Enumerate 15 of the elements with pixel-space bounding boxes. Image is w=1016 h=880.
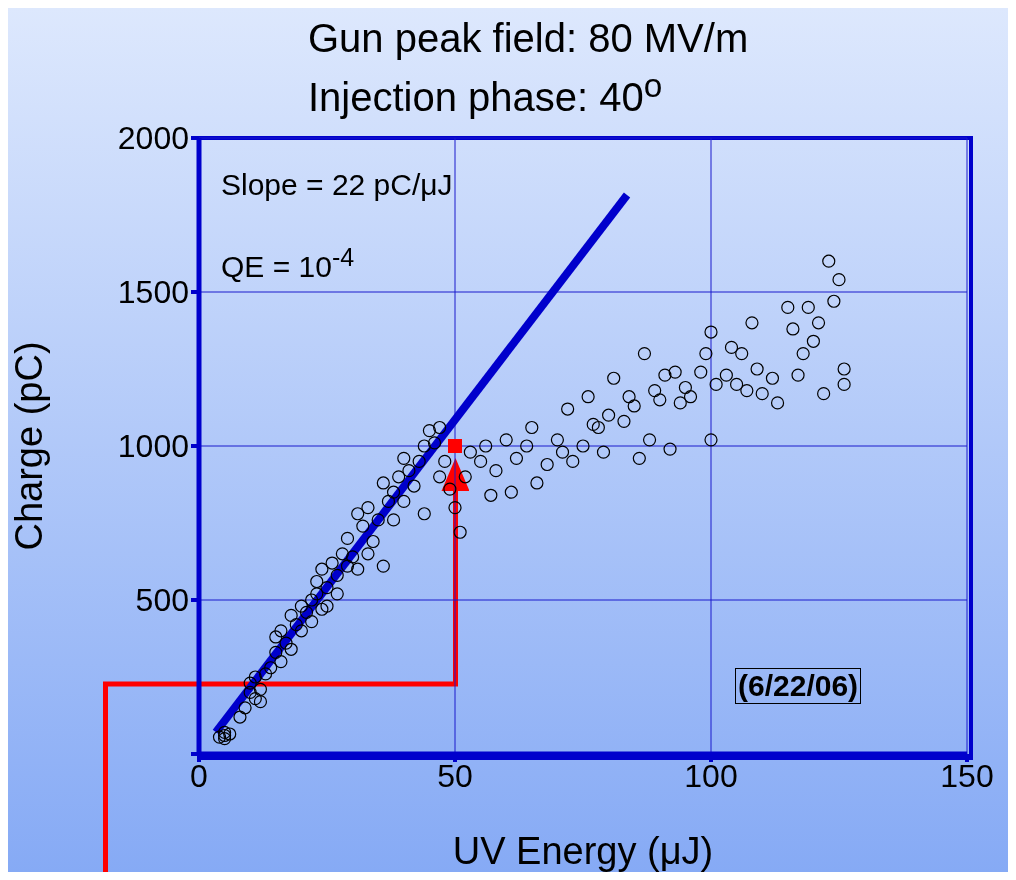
- y-tick-label: 1500: [117, 274, 189, 311]
- y-tick-label: 500: [135, 582, 189, 619]
- chart-subtitle: Injection phase: 40$^{o}$: [308, 66, 664, 122]
- y-tick-label: 2000: [117, 120, 189, 157]
- y-tick-label: 1000: [117, 428, 189, 465]
- x-tick-label: 50: [437, 757, 473, 794]
- annotation: Slope = 22 pC/μJ: [221, 168, 453, 202]
- x-tick-label: 150: [940, 757, 994, 794]
- x-tick-label: 0: [190, 757, 208, 794]
- x-axis-title: UV Energy (μJ): [452, 830, 714, 872]
- x-tick-label: 100: [684, 757, 738, 794]
- chart-title: Gun peak field: 80 MV/m: [308, 15, 749, 62]
- annotation: (6/22/06): [735, 668, 862, 704]
- annotation: QE = 10$^{-4}$: [221, 243, 355, 284]
- y-axis-title: Charge (pC): [8, 341, 51, 551]
